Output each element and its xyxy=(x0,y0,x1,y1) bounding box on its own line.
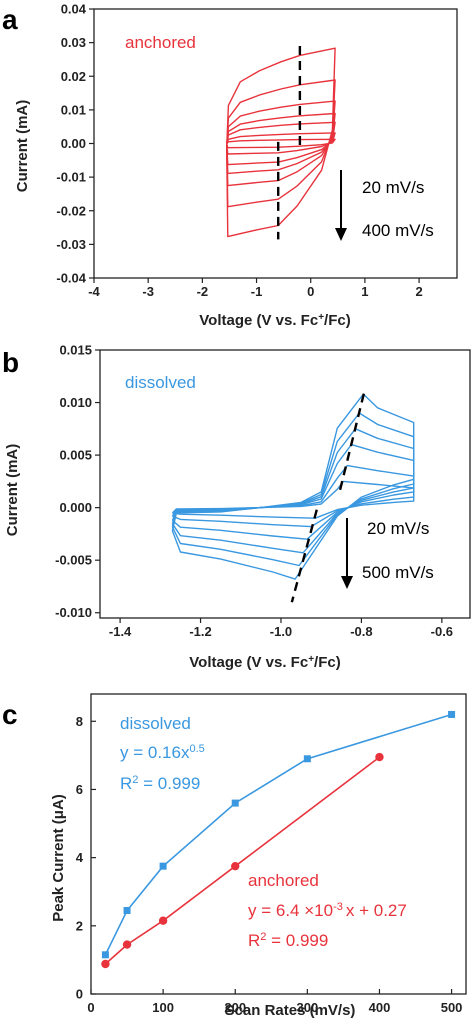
panel-a-xlabel: Voltage (V vs. Fc+/Fc) xyxy=(199,312,350,330)
data-point-dissolved xyxy=(448,710,456,718)
panel-a-scan-rate-low: 20 mV/s xyxy=(362,178,424,197)
panel-c-frame xyxy=(90,693,467,995)
panel-letter-a: a xyxy=(2,4,18,35)
panel-c-axes: 0 100 200 300 400 500 0 2 4 6 8 xyxy=(76,693,467,1015)
data-point-dissolved xyxy=(101,951,109,959)
panel-b-ylabel: Current (mA) xyxy=(4,444,21,537)
panel-a-ytick-label: 0.00 xyxy=(61,136,86,151)
dissolved-fit-equation: y = 0.16x0.5 xyxy=(120,743,205,762)
panel-a-ytick-label: -0.02 xyxy=(56,203,86,218)
cv-curve-400mV xyxy=(226,47,336,238)
panel-b-xtick-label: -1.2 xyxy=(189,624,211,639)
panel-b-xlabel: Voltage (V vs. Fc+/Fc) xyxy=(189,654,340,672)
data-point-dissolved xyxy=(231,799,239,807)
anodic-peak-line xyxy=(338,388,367,491)
panel-a-ytick-label: -0.01 xyxy=(56,170,86,185)
panel-a-arrow xyxy=(335,170,347,241)
anchored-fit-equation: y = 6.4 ×10-3 x + 0.27 xyxy=(248,901,407,920)
panel-a-ytick-label: -0.03 xyxy=(56,237,86,252)
data-point-anchored xyxy=(101,959,110,969)
anchored-label: anchored xyxy=(248,871,319,890)
data-point-anchored xyxy=(122,940,132,949)
panel-a-ylabel: Current (mA) xyxy=(14,100,31,193)
panel-b-scan-rate-high: 500 mV/s xyxy=(362,563,434,582)
panel-b-scan-rate-low: 20 mV/s xyxy=(367,519,429,538)
panel-b-xtick-label: -0.6 xyxy=(431,624,453,639)
panel-c-xtick-label: 100 xyxy=(152,1000,174,1015)
panel-a: a -4 -3 -2 -1 0 1 2 -0.04 -0.03 -0.02 -0.01 0.00 0.0… xyxy=(2,2,458,330)
panel-b-xtick-label: -1.4 xyxy=(109,624,132,639)
panel-b-cv-curves xyxy=(171,393,415,580)
cv-curve-300mV xyxy=(171,412,415,567)
panel-a-ytick-label: 0.04 xyxy=(61,2,87,17)
panel-b-ytick-label: 0.010 xyxy=(59,395,92,410)
panel-b-xtick-label: -1.0 xyxy=(270,624,292,639)
panel-c-ytick-label: 4 xyxy=(76,850,84,865)
panel-c-series xyxy=(101,710,456,969)
data-point-anchored xyxy=(375,752,384,762)
panel-b-ytick-label: 0.005 xyxy=(59,448,92,463)
panel-c-xtick-label: 0 xyxy=(87,1000,94,1015)
panel-b-xtick-label: -0.8 xyxy=(350,624,372,639)
panel-b-axes: -1.4 -1.2 -1.0 -0.8 -0.6 -0.010 -0.005 0.000 0.0… xyxy=(55,343,471,639)
panel-a-xtick-label: -3 xyxy=(142,284,154,299)
panel-c-ylabel: Peak Current (μA) xyxy=(50,794,67,922)
data-point-dissolved xyxy=(159,862,167,870)
series-line-dissolved xyxy=(104,713,452,956)
panel-a-peak-markers xyxy=(277,45,302,240)
panel-a-ytick-label: -0.04 xyxy=(56,271,86,286)
panel-a-ytick-label: 0.03 xyxy=(61,35,86,50)
panel-a-axes: -4 -3 -2 -1 0 1 2 -0.04 -0.03 -0.02 -0.01 0.00 0.01 0… xyxy=(56,2,458,299)
dissolved-r-squared: R2 = 0.999 xyxy=(120,774,200,793)
data-point-anchored xyxy=(231,861,240,871)
data-point-dissolved xyxy=(123,906,131,914)
series-dissolved xyxy=(101,710,456,959)
panel-a-xtick-label: 0 xyxy=(307,284,314,299)
panel-a-ytick-label: 0.01 xyxy=(61,102,86,117)
panel-c: c 0 100 200 300 400 500 0 2 4 6 8 dissolved y = 0.… xyxy=(2,693,467,1019)
panel-a-xtick-label: -4 xyxy=(88,284,100,299)
panel-a-ytick-label: 0.02 xyxy=(61,69,86,84)
cathodic-peak-line xyxy=(290,509,318,603)
cv-curve-500mV xyxy=(171,393,415,580)
panel-b-ytick-label: 0.000 xyxy=(59,500,92,515)
panel-c-xtick-label: 300 xyxy=(296,1000,318,1015)
panel-b-ytick-label: -0.005 xyxy=(55,553,92,568)
panel-c-annotation-anchored: anchored y = 6.4 ×10-3 x + 0.27 R2 = 0.99… xyxy=(248,871,407,950)
panel-c-ytick-label: 2 xyxy=(76,918,83,933)
dissolved-label: dissolved xyxy=(120,714,191,733)
panel-b-arrow xyxy=(341,518,353,589)
panel-b-peak-markers xyxy=(290,388,367,603)
panel-c-xtick-label: 500 xyxy=(441,1000,463,1015)
panel-a-xtick-label: -1 xyxy=(251,284,263,299)
panel-b-ytick-label: -0.010 xyxy=(55,605,92,620)
anchored-r-squared: R2 = 0.999 xyxy=(248,931,328,950)
cv-curve-20mV xyxy=(226,138,336,149)
panel-a-xtick-label: -2 xyxy=(197,284,209,299)
data-point-anchored xyxy=(158,916,168,925)
panel-c-ytick-label: 6 xyxy=(76,782,83,797)
panel-letter-c: c xyxy=(2,699,18,730)
panel-c-ytick-label: 8 xyxy=(76,714,83,729)
data-point-dissolved xyxy=(303,755,311,763)
panel-c-xlabel: Scan Rates (mV/s) xyxy=(225,1002,356,1019)
panel-b-frame xyxy=(99,349,471,619)
series-anchored xyxy=(101,752,384,969)
panel-c-annotation-dissolved: dissolved y = 0.16x0.5 R2 = 0.999 xyxy=(120,714,205,793)
panel-letter-b: b xyxy=(2,347,19,378)
panel-c-xtick-label: 400 xyxy=(369,1000,391,1015)
panel-b-annotation-dissolved: dissolved xyxy=(125,373,196,392)
cv-curve-300mV xyxy=(226,79,336,208)
panel-a-xtick-label: 2 xyxy=(415,284,422,299)
panel-a-scan-rate-high: 400 mV/s xyxy=(362,221,434,240)
panel-b: b -1.4 -1.2 -1.0 -0.8 -0.6 -0.010 -0.005 0.000 0… xyxy=(2,343,471,672)
panel-a-cv-curves xyxy=(226,47,336,238)
panel-a-xtick-label: 1 xyxy=(361,284,368,299)
panel-a-annotation-anchored: anchored xyxy=(125,33,196,52)
cv-curve-50mV xyxy=(226,132,336,155)
panel-c-ytick-label: 0 xyxy=(76,987,83,1002)
panel-b-ytick-label: 0.015 xyxy=(59,343,92,358)
panel-c-xtick-label: 200 xyxy=(224,1000,246,1015)
